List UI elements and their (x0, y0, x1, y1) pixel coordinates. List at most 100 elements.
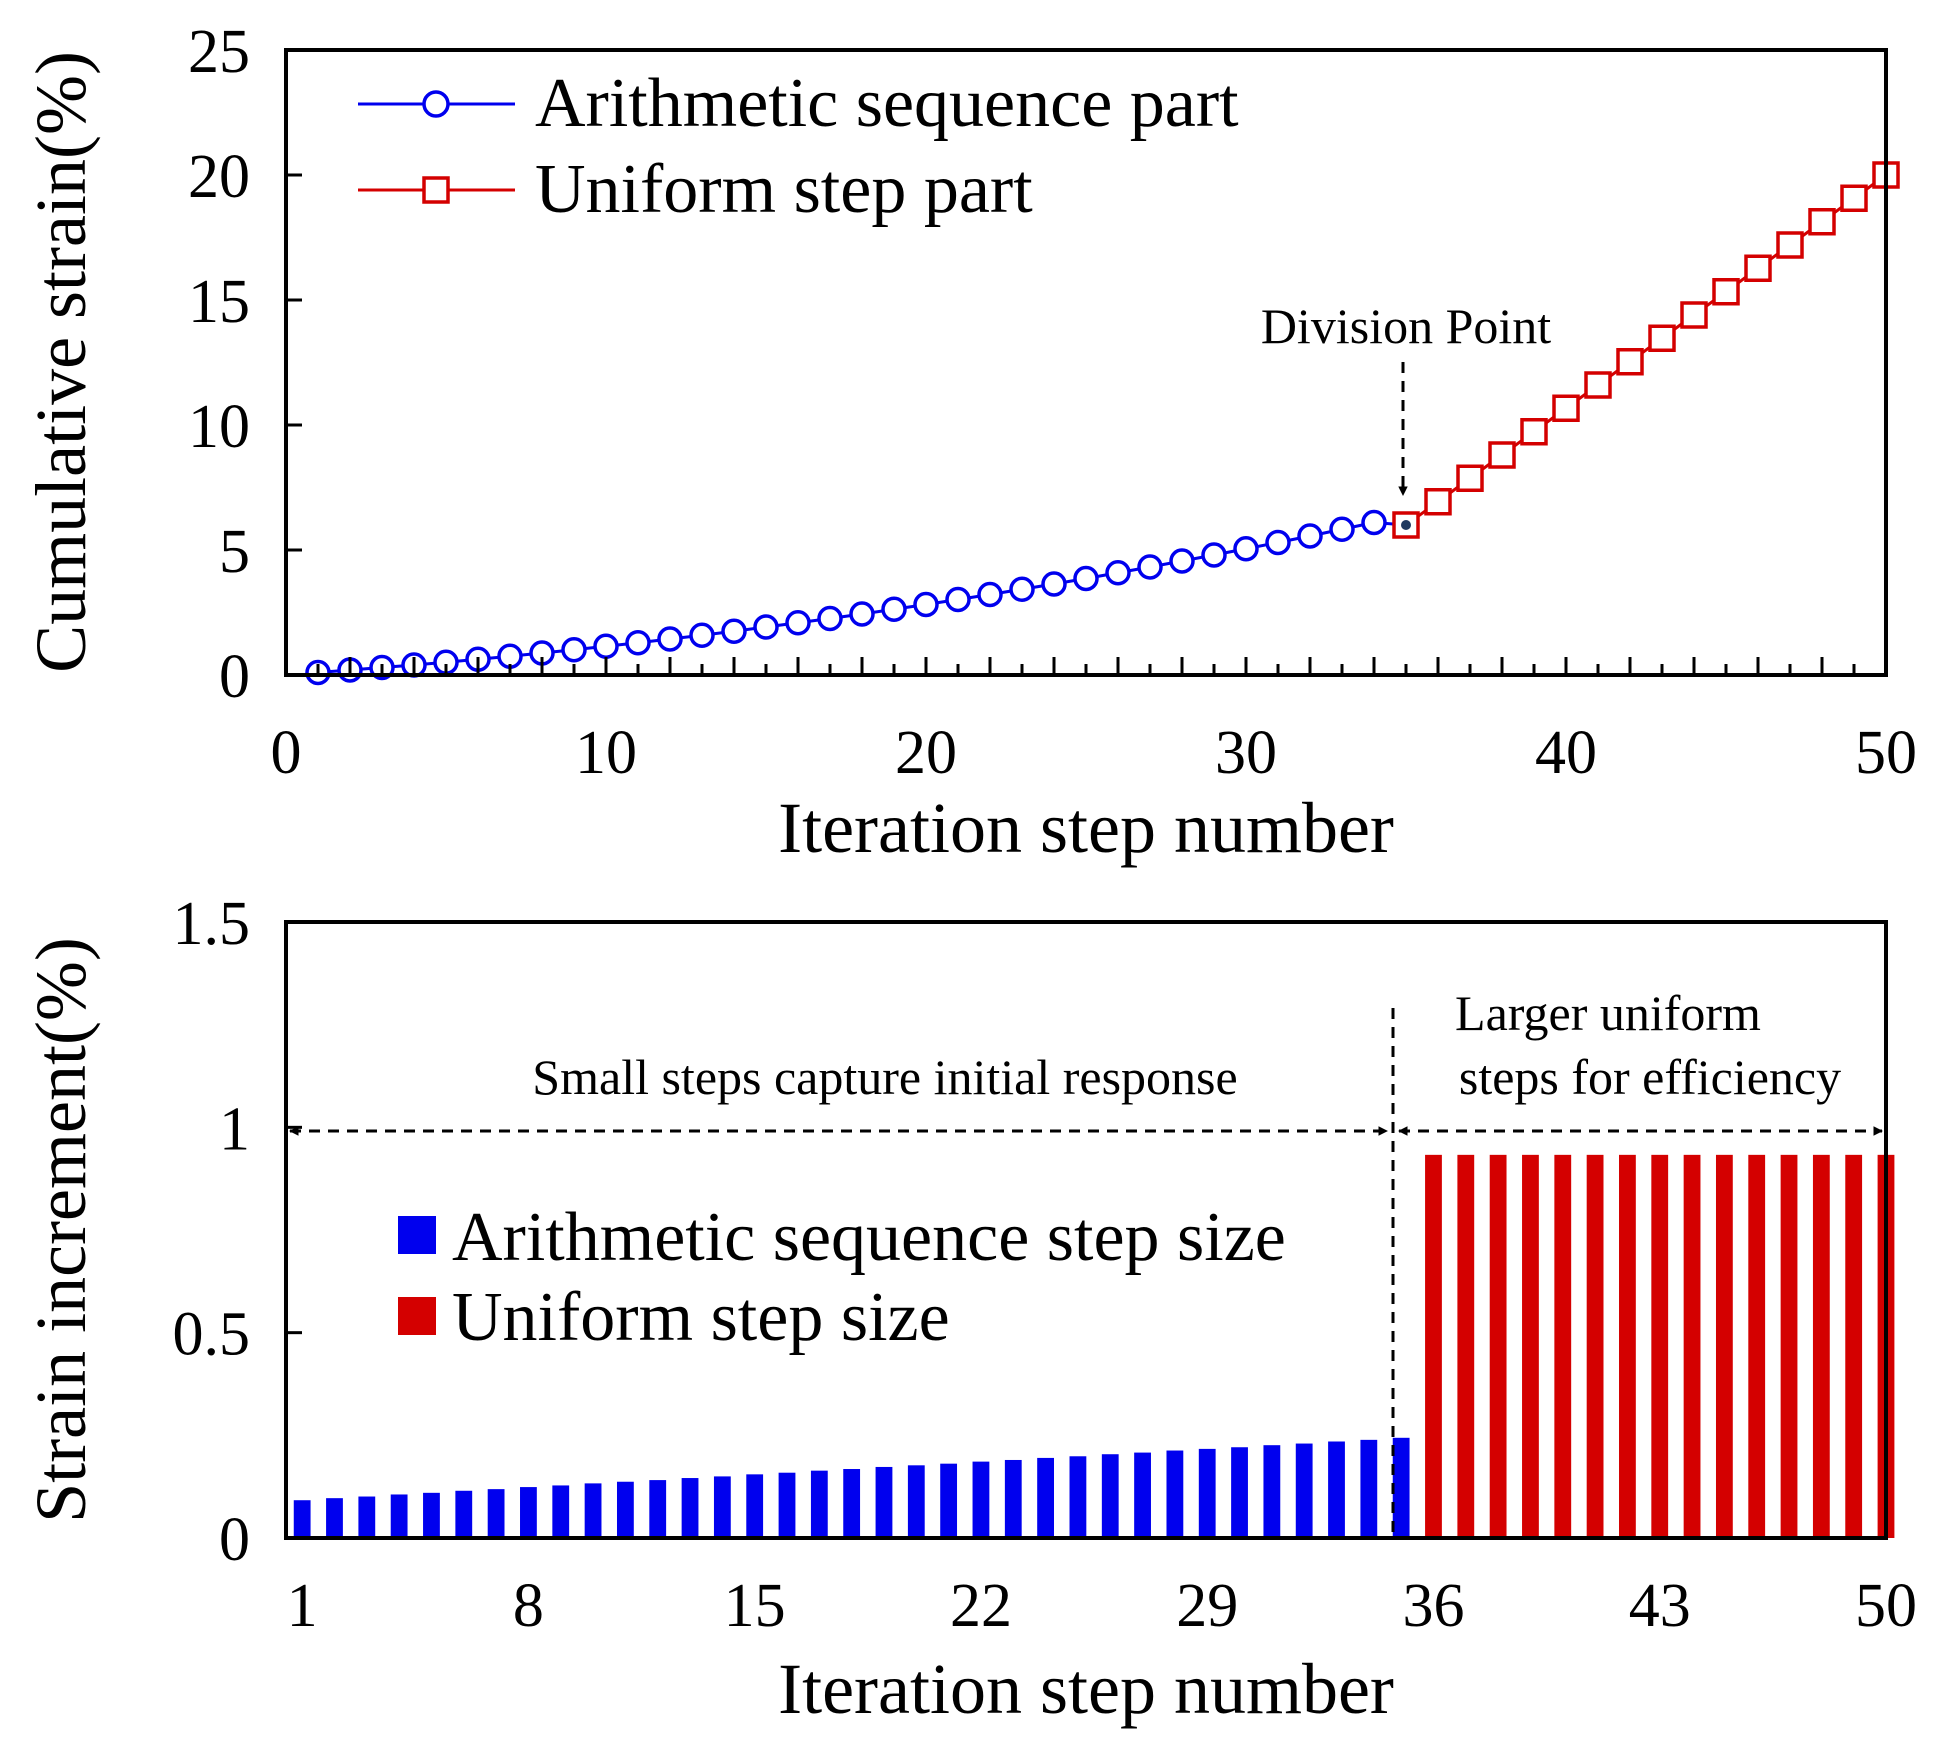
x-tick-label: 8 (513, 1572, 544, 1640)
x-tick-label: 50 (1855, 1572, 1917, 1640)
arithmetic-sequence-point (689, 622, 715, 648)
arithmetic-step-bar (1004, 1459, 1022, 1538)
arithmetic-step-bar (972, 1461, 990, 1538)
arithmetic-sequence-point (1169, 548, 1195, 574)
strain-increment-y-axis-title: Strain increment(%) (21, 937, 101, 1523)
uniform-step-bar (1748, 1154, 1766, 1538)
arithmetic-step-bar (1134, 1452, 1151, 1538)
arithmetic-step-bar (746, 1474, 764, 1538)
arithmetic-sequence-point (1265, 529, 1291, 556)
arithmetic-step-bar (1231, 1447, 1248, 1538)
arithmetic-step-bar (1263, 1445, 1281, 1538)
uniform-step-series-line (1405, 173, 1887, 527)
larger-uniform-annotation-line2: steps for efficiency (1459, 1049, 1841, 1105)
legend-uniform-step-part-label: Uniform step part (535, 151, 1033, 228)
arithmetic-step-bar (455, 1490, 473, 1538)
x-tick-label: 22 (950, 1572, 1012, 1640)
cumulative-strain-x-tick-labels: 0 10 20 30 40 50 (271, 719, 1918, 787)
arithmetic-sequence-point (625, 630, 651, 656)
uniform-step-bar (1586, 1154, 1604, 1538)
uniform-step-bar (1489, 1154, 1507, 1538)
uniform-step-point (1488, 441, 1516, 469)
arithmetic-step-bar (940, 1463, 958, 1538)
arithmetic-sequence-point (561, 637, 587, 663)
uniform-step-bar (1425, 1154, 1442, 1538)
arithmetic-sequence-point (1361, 509, 1387, 536)
strain-increment-x-tick-labels: 1 8 15 22 29 36 43 50 (287, 1572, 1917, 1640)
strain-increment-plot-frame (284, 920, 1888, 1540)
arithmetic-step-bar (778, 1472, 796, 1538)
arithmetic-step-bar (1198, 1448, 1216, 1538)
cumulative-strain-ticks (286, 173, 1856, 675)
x-tick-label: 30 (1215, 719, 1277, 787)
uniform-step-point (1712, 278, 1740, 306)
cumulative-strain-plot-frame (284, 48, 1888, 677)
uniform-step-point (1584, 371, 1612, 399)
x-tick-label: 50 (1855, 719, 1917, 787)
y-tick-label: 5 (219, 518, 250, 586)
x-tick-label: 20 (895, 719, 957, 787)
uniform-step-point (1776, 231, 1804, 259)
arithmetic-step-bar (358, 1496, 376, 1538)
uniform-step-point (1616, 348, 1644, 376)
uniform-step-point (1840, 184, 1868, 212)
strain-increment-bars (293, 1154, 1895, 1538)
arithmetic-step-bar (326, 1498, 343, 1538)
strain-increment-chart: 1 8 15 22 29 36 43 50 0 0.5 1 1.5 Small steps capt… (21, 890, 1917, 1729)
cumulative-strain-y-axis-title: Cumulative strain(%) (21, 51, 101, 673)
larger-uniform-annotation-line1: Larger uniform (1455, 985, 1761, 1041)
arithmetic-step-bar (1392, 1437, 1410, 1538)
legend-arithmetic-step-size-label: Arithmetic sequence step size (452, 1199, 1286, 1276)
uniform-step-bar (1683, 1154, 1701, 1538)
y-tick-label: 0.5 (173, 1301, 251, 1369)
legend-uniform-step-size-label: Uniform step size (452, 1279, 950, 1356)
arithmetic-sequence-point (593, 633, 619, 659)
uniform-step-point (1520, 418, 1548, 446)
uniform-step-bar (1457, 1154, 1475, 1538)
y-tick-label: 20 (188, 143, 250, 211)
division-point-marker (1401, 520, 1411, 530)
x-tick-label: 10 (575, 719, 637, 787)
arithmetic-sequence-point (817, 605, 843, 632)
arithmetic-sequence-point (1297, 523, 1323, 549)
small-steps-annotation: Small steps capture initial response (532, 1049, 1237, 1105)
uniform-step-point (1552, 394, 1580, 422)
arithmetic-step-bar (390, 1494, 408, 1538)
arithmetic-sequence-point (913, 591, 939, 618)
arithmetic-step-bar (520, 1487, 537, 1538)
division-point-label: Division Point (1261, 298, 1551, 354)
uniform-step-bar (1812, 1154, 1830, 1538)
strain-increment-ticks (286, 1125, 302, 1335)
y-tick-label: 0 (219, 1506, 250, 1574)
arithmetic-step-bar (584, 1483, 602, 1538)
y-tick-label: 0 (219, 643, 250, 711)
x-tick-label: 36 (1402, 1572, 1464, 1640)
legend-uniform-step-size-swatch (398, 1297, 436, 1335)
arithmetic-sequence-point (1329, 516, 1355, 542)
uniform-step-bar (1651, 1154, 1669, 1538)
uniform-step-point (1424, 488, 1452, 516)
y-tick-label: 25 (188, 18, 250, 86)
arithmetic-step-bar (552, 1485, 570, 1538)
arithmetic-sequence-point (497, 643, 523, 669)
arithmetic-sequence-point (1073, 565, 1099, 592)
y-tick-label: 15 (188, 268, 250, 336)
arithmetic-step-bar (1037, 1457, 1054, 1538)
cumulative-strain-x-axis-title: Iteration step number (778, 788, 1394, 868)
arithmetic-step-bar (616, 1481, 634, 1538)
x-tick-label: 15 (724, 1572, 786, 1640)
cumulative-strain-y-tick-labels: 0 5 10 15 20 25 (188, 18, 250, 711)
cumulative-strain-chart: 0 10 20 30 40 50 0 5 10 15 20 25 Iteration step nu… (21, 18, 1917, 868)
arithmetic-step-bar (1101, 1454, 1119, 1538)
uniform-step-bar (1522, 1154, 1539, 1538)
y-tick-label: 10 (188, 393, 250, 461)
arithmetic-step-bar (1328, 1441, 1345, 1538)
y-tick-label: 1.5 (173, 890, 251, 958)
uniform-step-bar (1619, 1154, 1636, 1538)
uniform-step-bar (1780, 1154, 1798, 1538)
cumulative-strain-marks (305, 161, 1900, 686)
strain-increment-legend: Arithmetic sequence step size Uniform st… (398, 1199, 1286, 1356)
arithmetic-step-bar (1360, 1439, 1378, 1538)
arithmetic-sequence-point (1233, 536, 1259, 562)
uniform-step-bar (1845, 1154, 1863, 1538)
